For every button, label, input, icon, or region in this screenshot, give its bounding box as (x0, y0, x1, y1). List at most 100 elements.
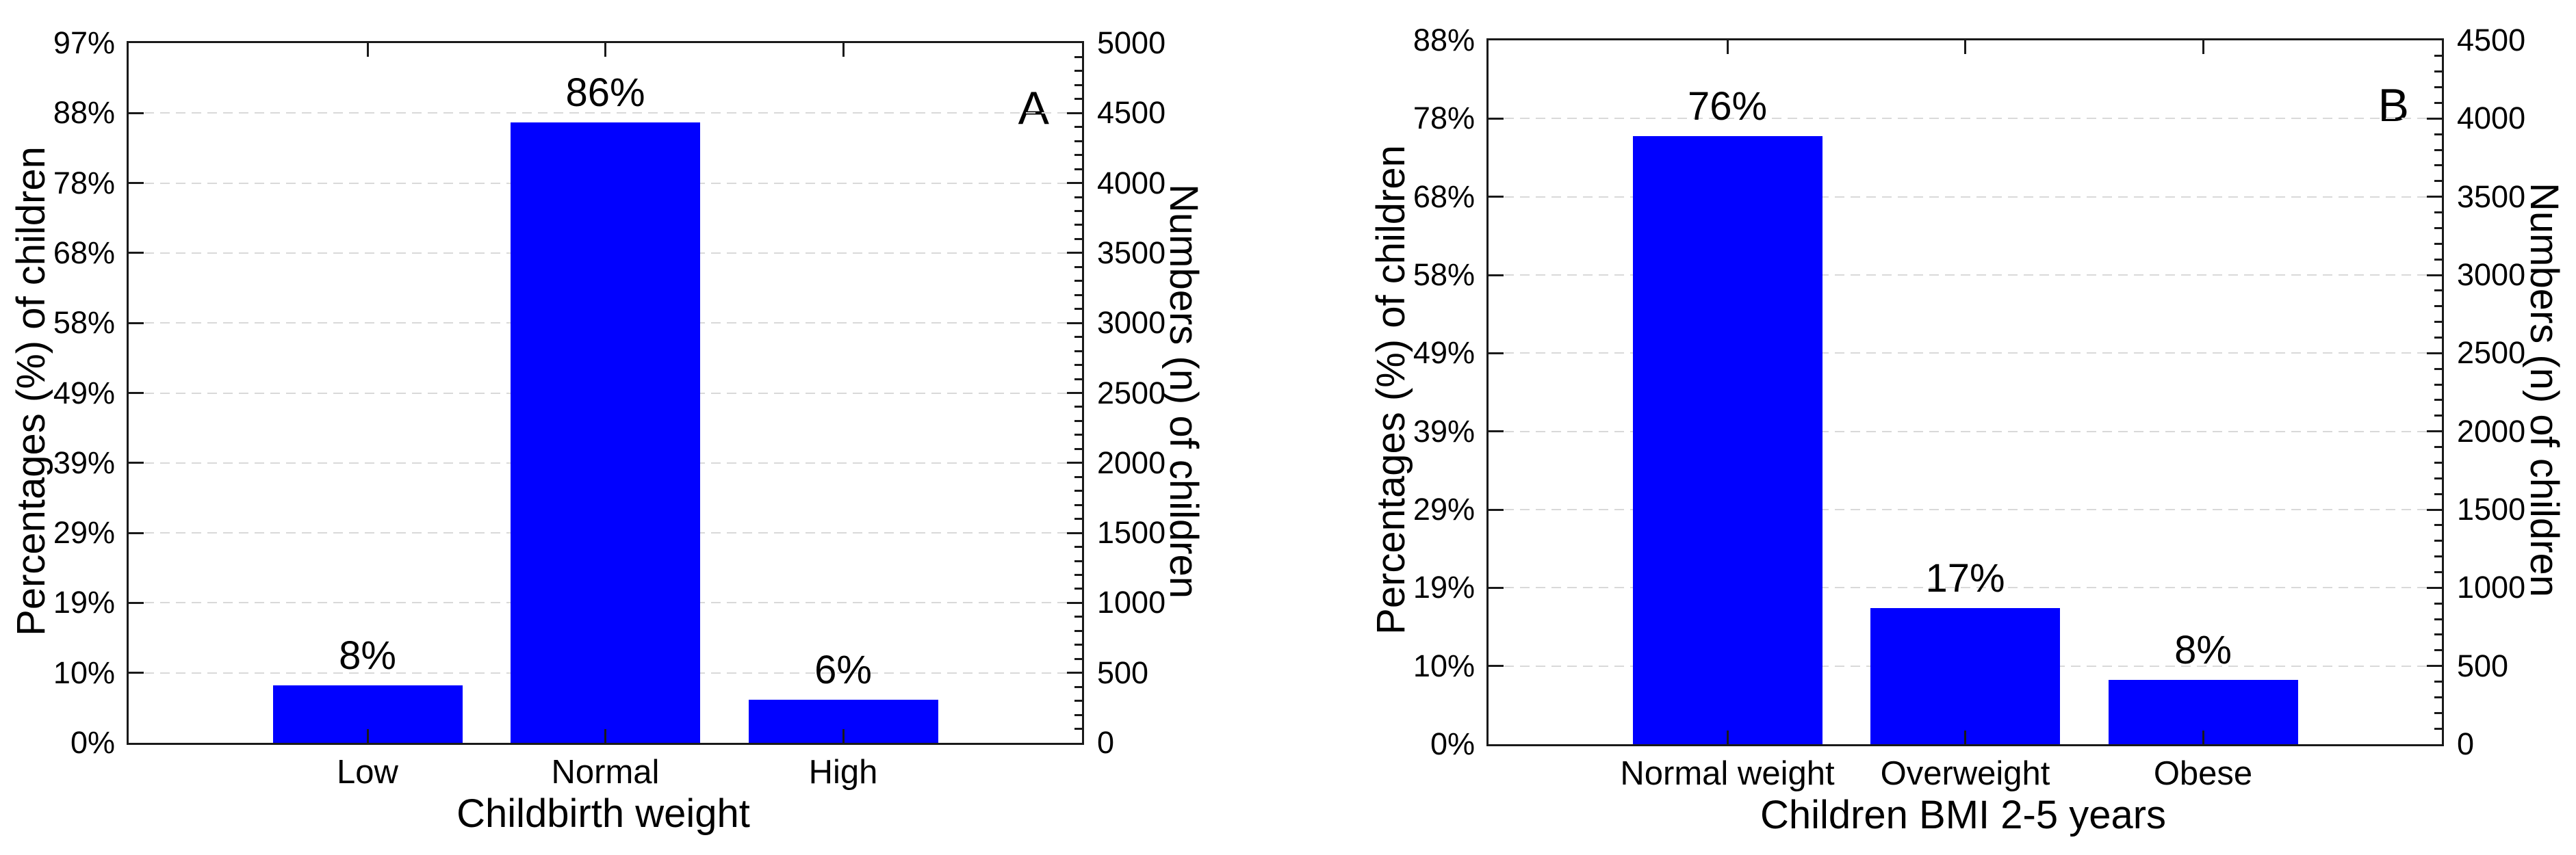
y-minor-tick-right (1074, 196, 1082, 198)
y-minor-tick-right (2434, 86, 2442, 89)
y-minor-tick-right (1074, 126, 1082, 129)
y-tick-label-right: 1500 (1097, 515, 1166, 551)
y-tick-right (1067, 252, 1082, 254)
y-minor-tick-right (2434, 524, 2442, 527)
y-tick-right (2427, 274, 2442, 276)
plot-area-b: B 76% Normal weight 17% Overweight 8% Obese 88… (1413, 23, 2525, 793)
y-minor-tick-right (1074, 55, 1082, 58)
y-minor-tick-right (2434, 618, 2442, 620)
y-tick-label-right: 500 (2457, 648, 2509, 683)
y-minor-tick-right (1074, 657, 1082, 660)
y-tick-label-left: 39% (1413, 413, 1475, 449)
y-minor-tick-right (1074, 83, 1082, 86)
y-tick-label-left: 29% (1413, 492, 1475, 527)
y-tick-right (2427, 430, 2442, 433)
y-minor-tick-right (2434, 70, 2442, 73)
y-tick-label-left: 58% (53, 305, 115, 341)
y-tick-left (1489, 196, 1504, 198)
left-axis-title-b: Percentages (%) of children (1369, 145, 1413, 635)
x-tick-label: Overweight (1880, 755, 2050, 792)
y-tick-label-left: 88% (1413, 23, 1475, 57)
y-minor-tick-right (2434, 101, 2442, 104)
y-tick-label-left: 88% (53, 95, 115, 131)
y-minor-tick-right (1074, 700, 1082, 702)
y-minor-tick-right (2434, 289, 2442, 292)
y-tick-label-right: 2000 (2457, 413, 2526, 449)
y-tick-label-left: 68% (1413, 179, 1475, 214)
y-minor-tick-right (1074, 685, 1082, 688)
y-minor-tick-right (2434, 164, 2442, 167)
y-tick-right (1067, 462, 1082, 464)
y-tick-right (2427, 586, 2442, 589)
y-tick-label-left: 0% (1430, 726, 1475, 761)
y-minor-tick-right (1074, 168, 1082, 170)
y-minor-tick-right (2434, 305, 2442, 308)
y-minor-tick-right (1074, 616, 1082, 618)
y-tick-left (129, 252, 144, 254)
y-minor-tick-right (1074, 308, 1082, 311)
y-tick-right (2427, 665, 2442, 668)
x-tick-bottom (604, 729, 606, 743)
y-tick-left (1489, 430, 1504, 433)
x-tick-label: Normal weight (1620, 755, 1835, 792)
y-tick-left (129, 321, 144, 324)
y-tick-left (1489, 508, 1504, 511)
y-tick-label-left: 10% (1413, 648, 1475, 683)
x-tick-label: Low (337, 754, 398, 791)
y-minor-tick-right (1074, 237, 1082, 240)
y-minor-tick-right (1074, 588, 1082, 590)
y-tick-label-right: 2500 (2457, 335, 2526, 371)
gridline (1489, 352, 2442, 354)
x-axis-title-b: Children BMI 2-5 years (1760, 793, 2167, 837)
y-tick-left (129, 392, 144, 394)
y-minor-tick-right (1074, 560, 1082, 562)
y-tick-label-left: 78% (1413, 101, 1475, 136)
x-tick-top (366, 43, 369, 57)
y-minor-tick-right (1074, 518, 1082, 521)
bar-overweight (1870, 608, 2060, 744)
x-axis-title-a: Childbirth weight (456, 791, 750, 836)
y-tick-right (1067, 672, 1082, 674)
y-tick-label-right: 5000 (1097, 25, 1166, 60)
plot-area-a: A 8% Low 86% Normal 6% High 97% 5000 88% 4500 78% 4… (53, 26, 1165, 791)
right-axis-title-b: Numbers (n) of children (2522, 183, 2566, 597)
y-minor-tick-right (1074, 475, 1082, 478)
y-minor-tick-right (2434, 148, 2442, 151)
y-minor-tick-right (2434, 211, 2442, 214)
y-minor-tick-right (2434, 367, 2442, 370)
y-tick-right (2427, 352, 2442, 354)
y-tick-right (2427, 117, 2442, 120)
y-tick-label-right: 3000 (2457, 257, 2526, 292)
y-tick-label-right: 0 (2457, 726, 2475, 761)
y-minor-tick-right (2434, 415, 2442, 417)
y-minor-tick-right (1074, 406, 1082, 408)
y-tick-label-right: 500 (1097, 655, 1149, 690)
y-tick-label-left: 97% (53, 25, 115, 60)
y-tick-label-right: 3500 (2457, 179, 2526, 214)
y-minor-tick-right (1074, 293, 1082, 296)
y-tick-label-right: 2500 (1097, 375, 1166, 410)
x-tick-top (604, 43, 606, 57)
y-tick-left (129, 111, 144, 114)
x-tick-bottom (1964, 731, 1966, 744)
y-tick-left (129, 462, 144, 464)
y-tick-left (129, 531, 144, 534)
y-tick-label-left: 10% (53, 655, 115, 690)
gridline (1489, 430, 2442, 432)
y-tick-left (129, 672, 144, 674)
y-tick-left (129, 601, 144, 604)
y-tick-right (2427, 196, 2442, 198)
y-tick-label-right: 4500 (2457, 23, 2526, 57)
y-tick-label-left: 58% (1413, 257, 1475, 292)
bar-value-label: 8% (2174, 628, 2232, 673)
y-minor-tick-right (2434, 321, 2442, 324)
y-minor-tick-right (1074, 546, 1082, 549)
y-minor-tick-right (1074, 70, 1082, 73)
y-minor-tick-right (2434, 336, 2442, 339)
y-tick-label-right: 3000 (1097, 305, 1166, 341)
y-minor-tick-right (2434, 711, 2442, 714)
y-tick-label-right: 4500 (1097, 95, 1166, 131)
